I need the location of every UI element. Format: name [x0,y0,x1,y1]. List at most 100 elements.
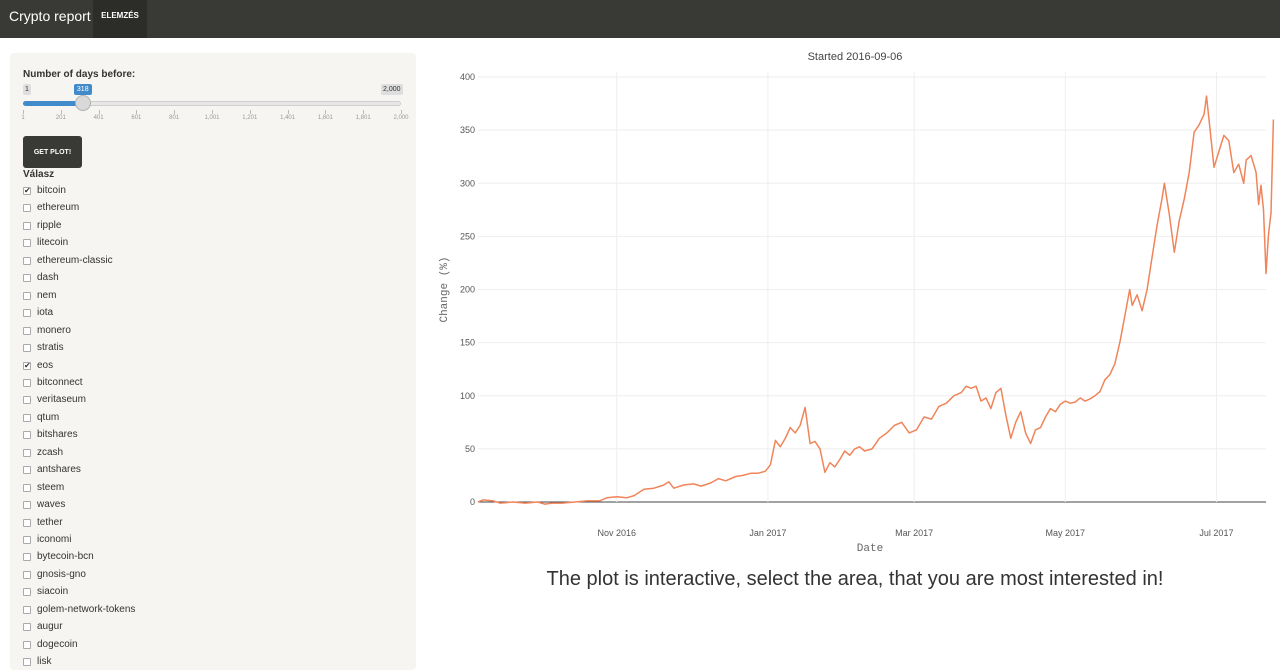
coin-checkbox-eos[interactable]: ✔ eos [23,359,323,375]
coin-checkbox-gnosis-gno[interactable]: gnosis-gno [23,568,323,584]
coin-checkbox-dogecoin[interactable]: dogecoin [23,638,323,654]
coin-checkbox-ethereum-classic[interactable]: ethereum-classic [23,254,323,270]
coin-checkbox-label: lisk [37,656,52,668]
slider-tick-label: 401 [93,115,104,121]
coin-checkbox-label: iota [37,307,54,319]
coin-checkbox-ripple[interactable]: ripple [23,219,323,235]
slider-tick-label: 2,000 [393,115,409,121]
coin-checkbox-label: augur [37,621,63,633]
checkbox-unchecked[interactable] [23,518,31,527]
checkbox-unchecked[interactable] [23,658,31,667]
slider-tick-label: 801 [169,115,180,121]
coin-checkbox-label: iconomi [37,534,72,545]
y-tick-label: 150 [460,338,475,348]
coin-checkbox-label: ethereum-classic [37,254,113,266]
coin-checkbox-bitcoin[interactable]: ✔ bitcoin [23,184,323,200]
coin-checkbox-zcash[interactable]: zcash [23,446,323,462]
slider-tick-label: 1,601 [317,115,333,121]
coin-checkbox-label: stratis [37,342,64,354]
y-tick-label: 50 [465,444,475,454]
get-plot-button[interactable]: GET PLOT! [23,136,82,168]
checkbox-unchecked[interactable] [23,605,31,614]
slider-tick-labels: 1 201 401 601 801 1,001 1,201 1,401 1,601 1,801 2,… [21,115,408,125]
y-tick-label: 250 [460,231,475,241]
checkbox-unchecked[interactable] [23,466,31,475]
coin-checkbox-steem[interactable]: steem [23,481,323,497]
slider-tick-label: 1,801 [355,115,371,121]
coin-checkbox-augur[interactable]: augur [23,620,323,636]
slider-tick-label: 601 [131,115,142,121]
coin-checkbox-dash[interactable]: dash [23,271,323,287]
coin-checkbox-waves[interactable]: waves [23,498,323,514]
coin-checkbox-monero[interactable]: monero [23,324,323,340]
coin-checkbox-iconomi[interactable]: iconomi [23,533,323,549]
checkbox-unchecked[interactable] [23,204,31,213]
checkbox-unchecked[interactable] [23,239,31,248]
top-navbar: Crypto report ELEMZÉS [0,0,1280,38]
coin-checkbox-bytecoin-bcn[interactable]: bytecoin-bcn [23,550,323,566]
slider-tick-mark [136,110,138,114]
days-slider-handle[interactable] [74,95,91,111]
checkbox-unchecked[interactable] [23,396,31,405]
checkbox-unchecked[interactable] [23,326,31,335]
coin-checkbox-lisk[interactable]: lisk [23,655,323,671]
tab-elemzes[interactable]: ELEMZÉS [93,0,147,38]
checkbox-unchecked[interactable] [23,501,31,510]
checkbox-checked[interactable]: ✔ [23,360,31,370]
coin-checkbox-label: dash [37,272,59,284]
days-slider-label: Number of days before: [23,69,136,80]
coin-checkbox-iota[interactable]: iota [23,306,323,322]
checkbox-unchecked[interactable] [23,640,31,649]
coin-checkbox-antshares[interactable]: antshares [23,463,323,479]
checkbox-unchecked[interactable] [23,309,31,318]
coin-checkbox-label: gnosis-gno [37,568,86,580]
checkbox-unchecked[interactable] [23,274,31,283]
coin-checkbox-qtum[interactable]: qtum [23,411,323,427]
checkbox-unchecked[interactable] [23,344,31,353]
slider-tick-label: 201 [55,115,66,121]
checkbox-unchecked[interactable] [23,291,31,300]
x-tick-label: Jan 2017 [749,528,786,538]
checkbox-unchecked[interactable] [23,623,31,632]
coin-checkbox-stratis[interactable]: stratis [23,341,323,357]
checkbox-unchecked[interactable] [23,256,31,265]
slider-tick-mark [401,110,402,114]
coin-checkbox-label: veritaseum [37,394,86,406]
checkbox-unchecked[interactable] [23,221,31,230]
plot-instruction-caption: The plot is interactive, select the area… [546,568,1164,590]
coin-checkbox-label: steem [37,481,65,493]
checkbox-checked[interactable]: ✔ [23,186,31,195]
slider-tick-mark [287,110,289,114]
coin-checkbox-label: bitconnect [37,376,83,388]
app-brand[interactable]: Crypto report [9,8,91,24]
coin-checkbox-label: siacoin [37,586,69,598]
slider-value-badge: 318 [73,84,92,95]
sidebar-panel: Number of days before: 1 2,000 318 1 201 4… [10,53,416,670]
coin-checkbox-tether[interactable]: tether [23,516,323,532]
coin-checkbox-litecoin[interactable]: litecoin [23,236,323,252]
checkbox-unchecked[interactable] [23,570,31,579]
slider-tick-mark [325,110,327,114]
coin-checkbox-group-title: Válasz [23,169,55,180]
y-tick-label: 350 [460,125,475,135]
slider-tick-mark [98,110,100,114]
coin-checkbox-veritaseum[interactable]: veritaseum [23,393,323,409]
coin-checkbox-bitconnect[interactable]: bitconnect [23,376,323,392]
coin-checkbox-nem[interactable]: nem [23,289,323,305]
checkbox-unchecked[interactable] [23,413,31,422]
coin-checkbox-label: monero [37,324,71,336]
checkbox-unchecked[interactable] [23,553,31,562]
coin-checkbox-golem-network-tokens[interactable]: golem-network-tokens [23,603,323,619]
checkbox-unchecked[interactable] [23,378,31,387]
checkbox-unchecked[interactable] [23,588,31,597]
coin-checkbox-ethereum[interactable]: ethereum [23,201,323,217]
checkbox-unchecked[interactable] [23,483,31,492]
checkbox-unchecked[interactable] [23,448,31,457]
coin-checkbox-siacoin[interactable]: siacoin [23,585,323,601]
chart-title: Started 2016-09-06 [807,51,903,63]
checkbox-unchecked[interactable] [23,431,31,440]
coin-checkbox-label: litecoin [37,237,69,249]
checkbox-unchecked[interactable] [23,536,31,544]
coin-checkbox-bitshares[interactable]: bitshares [23,428,323,444]
